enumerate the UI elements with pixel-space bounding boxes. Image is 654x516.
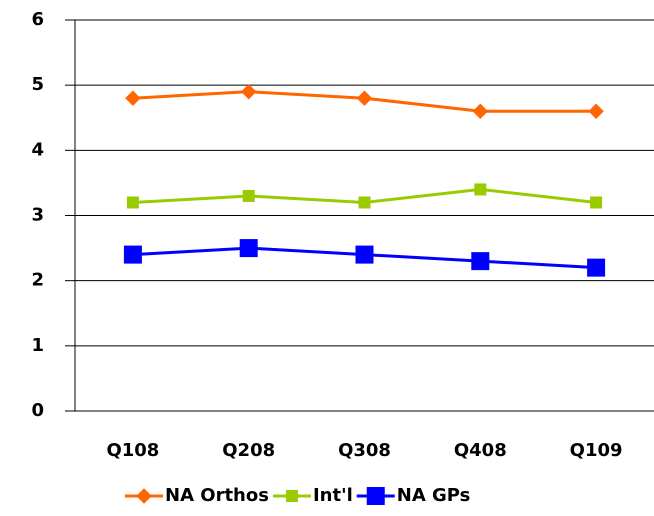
marker	[590, 196, 603, 209]
y-tick-label: 6	[31, 9, 44, 30]
marker	[471, 252, 490, 271]
marker	[355, 245, 374, 264]
y-tick-label: 4	[31, 139, 44, 160]
legend: NA Orthos Int'l NA GPs	[125, 485, 470, 506]
y-tick-label: 5	[31, 74, 44, 95]
x-tick-label: Q208	[222, 440, 275, 461]
marker	[356, 90, 373, 106]
marker	[136, 488, 152, 504]
marker	[366, 487, 385, 505]
legend-label: NA GPs	[397, 485, 471, 506]
y-tick-label: 0	[31, 400, 44, 421]
marker	[285, 490, 298, 502]
y-tick-label: 2	[31, 270, 44, 291]
marker	[240, 83, 257, 100]
marker	[472, 103, 489, 119]
legend-item: Int'l	[272, 485, 353, 506]
x-tick-label: Q108	[106, 440, 159, 461]
marker	[587, 258, 606, 277]
y-tick-label: 3	[31, 205, 44, 226]
marker	[474, 183, 487, 196]
legend-label: NA Orthos	[165, 485, 269, 506]
marker	[123, 245, 142, 264]
marker	[125, 90, 141, 106]
x-tick-label: Q408	[454, 440, 507, 461]
marker	[242, 189, 255, 202]
marker	[126, 196, 139, 209]
legend-item: NA GPs	[356, 485, 471, 506]
legend-label: Int'l	[313, 485, 353, 506]
legend-item: NA Orthos	[125, 485, 269, 506]
marker	[358, 196, 371, 209]
marker	[588, 103, 604, 119]
x-tick-label: Q308	[338, 440, 391, 461]
y-tick-label: 1	[31, 335, 44, 356]
x-tick-label: Q109	[570, 440, 623, 461]
marker	[239, 239, 258, 258]
